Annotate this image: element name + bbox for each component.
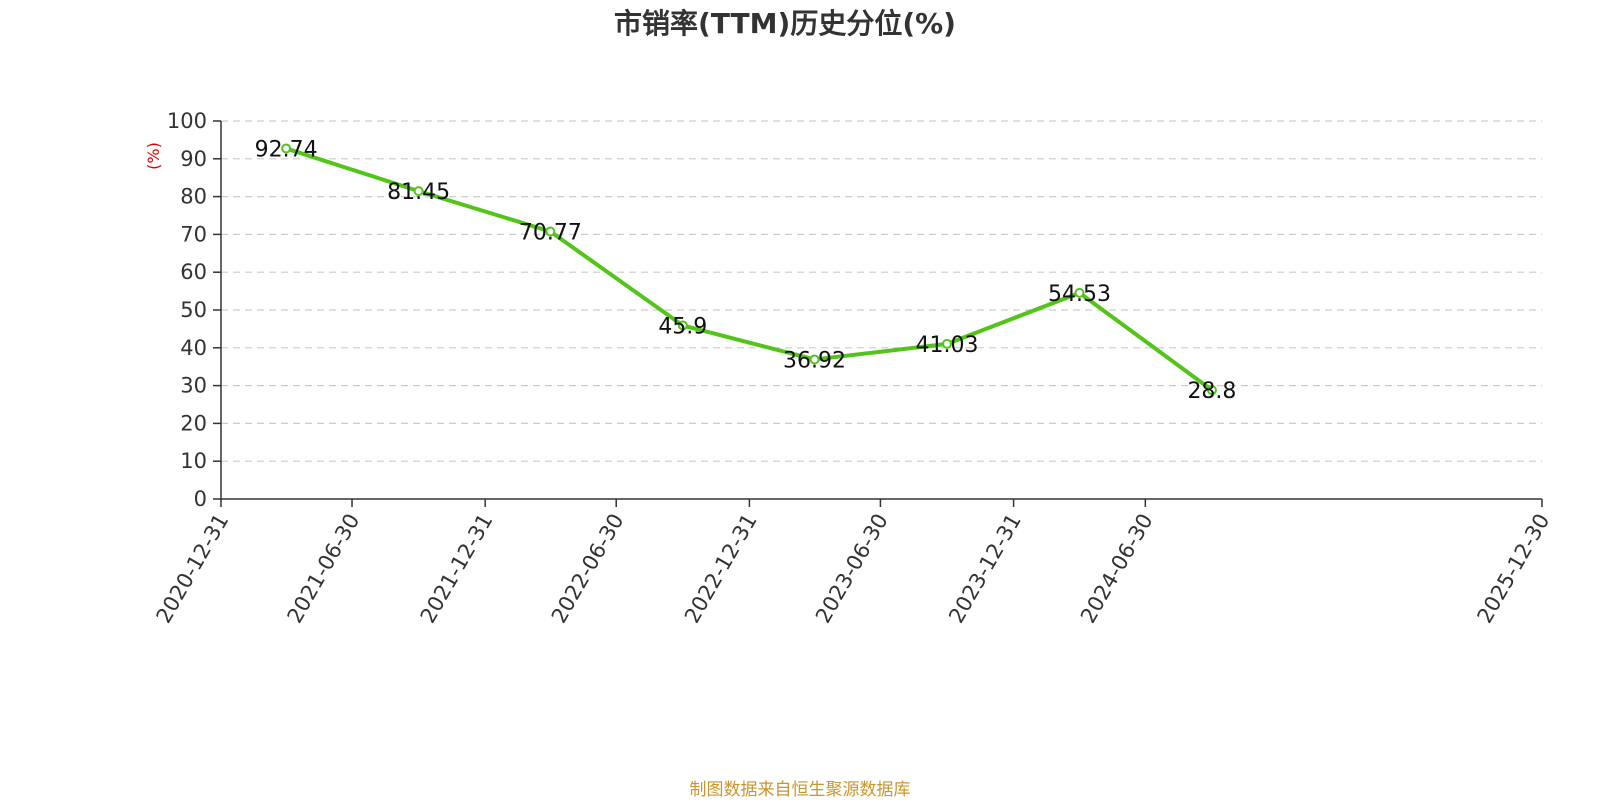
x-tick-label: 2020-12-31 (152, 510, 234, 628)
data-label: 92.74 (255, 137, 318, 162)
y-tick-label: 20 (180, 411, 207, 435)
y-tick-label: 0 (194, 487, 207, 511)
data-label: 45.9 (658, 314, 707, 339)
y-tick-label: 70 (180, 222, 207, 246)
x-tick-label: 2024-06-30 (1076, 510, 1158, 628)
axes (213, 120, 1543, 507)
data-label: 36.92 (783, 348, 846, 373)
y-tick-label: 10 (180, 449, 207, 473)
data-point (1074, 287, 1085, 298)
y-axis-unit-label: (%) (144, 142, 163, 170)
y-tick-label: 90 (180, 147, 207, 171)
data-point (677, 320, 688, 331)
grid-lines (221, 120, 1542, 462)
x-tick-label: 2023-12-31 (944, 510, 1026, 628)
y-tick-label: 50 (180, 298, 207, 322)
data-label: 70.77 (519, 220, 582, 245)
data-point (545, 226, 556, 237)
chart-title: 市销率(TTM)历史分位(%) (614, 7, 956, 40)
series-line (281, 143, 1217, 396)
data-point (281, 143, 292, 154)
x-tick-label: 2021-12-31 (416, 510, 498, 628)
x-tick-label: 2022-12-31 (680, 510, 762, 628)
data-labels: 92.74 81.45 70.77 45.9 36.92 41.03 54.53 28.8 (255, 137, 1237, 404)
y-tick-labels: 0 10 20 30 40 50 60 70 80 90 100 (167, 109, 207, 511)
data-point (942, 338, 953, 349)
y-tick-label: 80 (180, 185, 207, 209)
data-point (809, 354, 820, 365)
series-polyline (284, 146, 1214, 393)
y-tick-label: 40 (180, 336, 207, 360)
y-tick-label: 100 (167, 109, 207, 133)
data-label: 41.03 (916, 333, 979, 358)
source-note: 制图数据来自恒生聚源数据库 (690, 780, 911, 800)
x-tick-label: 2025-12-30 (1473, 510, 1555, 628)
y-tick-label: 60 (180, 260, 207, 284)
x-tick-label: 2022-06-30 (547, 510, 629, 628)
data-point (1206, 385, 1217, 396)
data-label: 81.45 (387, 180, 450, 205)
x-tick-labels: 2020-12-31 2021-06-30 2021-12-31 2022-06-30… (152, 510, 1555, 628)
y-tick-label: 30 (180, 374, 207, 398)
data-point (413, 186, 424, 197)
x-tick-label: 2021-06-30 (283, 510, 365, 628)
x-tick-label: 2023-06-30 (811, 510, 893, 628)
data-label: 28.8 (1187, 379, 1236, 404)
data-label: 54.53 (1048, 282, 1111, 307)
